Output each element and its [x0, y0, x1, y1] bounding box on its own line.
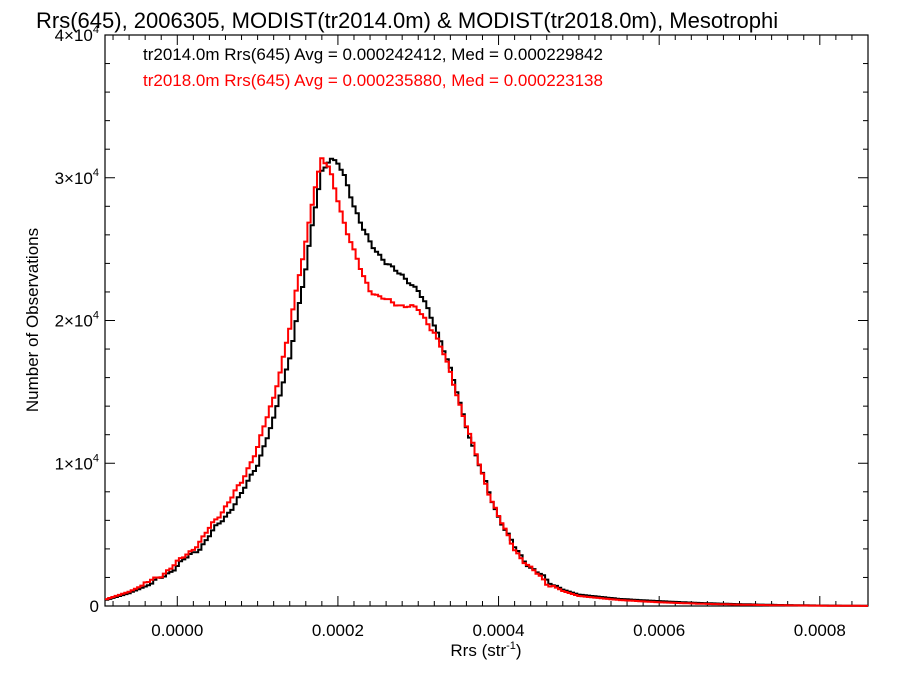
y-tick-label: 4×104: [55, 24, 99, 45]
y-tick-label: 0: [90, 597, 99, 616]
legend: tr2014.0m Rrs(645) Avg = 0.000242412, Me…: [143, 45, 603, 90]
legend-entry: tr2018.0m Rrs(645) Avg = 0.000235880, Me…: [143, 71, 603, 90]
x-axis-label-main: Rrs (str: [450, 641, 506, 660]
x-axis-ticks: 0.0000 0.0002 0.0004 0.0006 0.0008: [112, 35, 869, 640]
series-line-tr2014: [105, 157, 868, 607]
series-line-tr2018: [105, 157, 868, 607]
plot-area: [104, 34, 869, 607]
x-axis-label-sup: -1: [506, 640, 516, 652]
x-tick-label: 0.0008: [794, 621, 846, 640]
x-axis-label: Rrs (str-1): [450, 640, 521, 660]
y-axis-ticks: 0 1×104 2×104 3×104 4×104: [55, 24, 868, 616]
x-tick-label: 0.0002: [312, 621, 364, 640]
plot-frame: [104, 34, 869, 607]
series-lines: [105, 157, 868, 607]
x-tick-label: 0.0004: [473, 621, 525, 640]
y-tick-label: 3×104: [55, 167, 99, 188]
chart-title: Rrs(645), 2006305, MODIST(tr2014.0m) & M…: [36, 8, 778, 33]
y-tick-label: 1×104: [55, 452, 99, 473]
x-tick-label: 0.0006: [633, 621, 685, 640]
y-axis-label: Number of Observations: [23, 228, 42, 412]
x-tick-label: 0.0000: [151, 621, 203, 640]
legend-entry: tr2014.0m Rrs(645) Avg = 0.000242412, Me…: [143, 45, 603, 64]
y-tick-label: 2×104: [55, 310, 99, 331]
x-axis-label-close: ): [516, 641, 522, 660]
